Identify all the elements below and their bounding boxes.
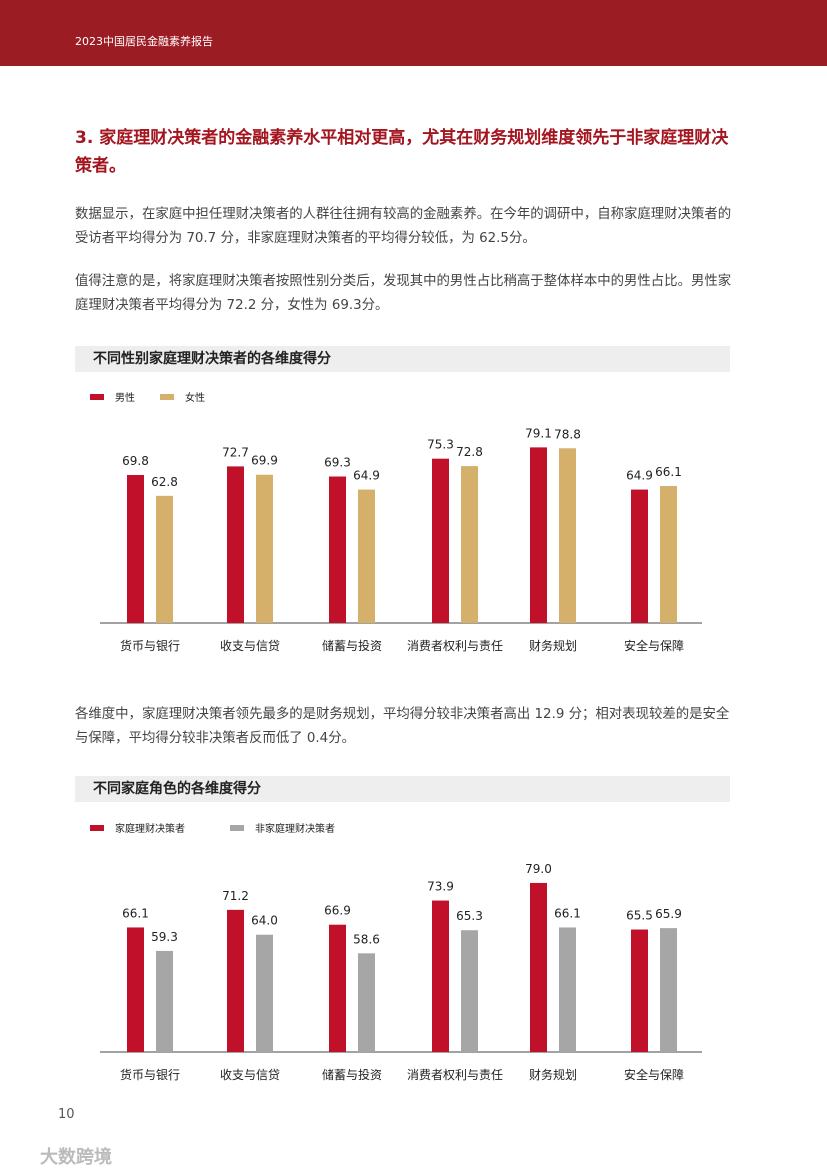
bar [631, 929, 648, 1052]
section-heading: 3. 家庭理财决策者的金融素养水平相对更高，尤其在财务规划维度领先于非家庭理财决… [75, 128, 729, 176]
watermark: 大数跨境 [40, 1147, 112, 1168]
bar [329, 476, 346, 623]
bar [329, 924, 346, 1052]
data-label: 69.3 [324, 456, 351, 470]
bar [660, 486, 677, 623]
chart-title: 不同性别家庭理财决策者的各维度得分 [75, 346, 730, 372]
x-tick-label: 安全与保障 [624, 638, 684, 653]
legend-label: 女性 [185, 391, 205, 404]
bar [530, 882, 547, 1052]
legend-swatch [160, 394, 174, 400]
x-tick-label: 财务规划 [529, 638, 577, 653]
x-tick-label: 财务规划 [529, 1067, 577, 1082]
legend-swatch [90, 394, 104, 400]
x-tick-label: 安全与保障 [624, 1067, 684, 1082]
bar [256, 474, 273, 623]
bar [631, 489, 648, 623]
header-band [0, 0, 827, 66]
bar [156, 495, 173, 623]
x-tick-label: 消费者权利与责任 [407, 1068, 503, 1082]
legend-label: 家庭理财决策者 [115, 822, 185, 835]
bar [559, 448, 576, 623]
legend-label: 非家庭理财决策者 [255, 822, 335, 835]
x-tick-label: 收支与信贷 [220, 1068, 280, 1082]
bar [432, 458, 449, 623]
bar [227, 909, 244, 1052]
chart-title: 不同家庭角色的各维度得分 [75, 776, 730, 802]
data-label: 69.9 [251, 454, 278, 468]
bar [530, 447, 547, 623]
bar [156, 950, 173, 1052]
bar [227, 466, 244, 623]
data-label: 78.8 [554, 427, 581, 441]
legend-label: 男性 [115, 391, 135, 404]
bar [660, 928, 677, 1052]
x-tick-label: 收支与信贷 [220, 639, 280, 653]
bar [461, 466, 478, 623]
data-label: 59.3 [151, 930, 178, 944]
bar [559, 927, 576, 1052]
x-tick-label: 储蓄与投资 [322, 638, 382, 653]
page-number: 10 [58, 1107, 75, 1122]
data-label: 66.1 [122, 906, 149, 920]
data-label: 64.9 [353, 469, 380, 483]
data-label: 79.1 [525, 426, 552, 440]
bar [461, 930, 478, 1052]
data-label: 75.3 [427, 438, 454, 452]
bar [127, 475, 144, 623]
data-label: 62.8 [151, 475, 178, 489]
data-label: 65.5 [626, 909, 653, 923]
data-label: 69.8 [122, 454, 149, 468]
data-label: 79.0 [525, 862, 552, 876]
data-label: 73.9 [427, 880, 454, 894]
bar [256, 934, 273, 1052]
x-tick-label: 货币与银行 [120, 1067, 180, 1082]
data-label: 66.1 [554, 906, 581, 920]
legend-swatch [90, 825, 104, 831]
legend-swatch [230, 825, 244, 831]
data-label: 66.1 [655, 465, 682, 479]
data-label: 72.7 [222, 445, 249, 459]
data-label: 72.8 [456, 445, 483, 459]
data-label: 64.0 [251, 914, 278, 928]
bar [358, 953, 375, 1052]
data-label: 65.3 [456, 909, 483, 923]
x-tick-label: 消费者权利与责任 [407, 639, 503, 653]
x-tick-label: 货币与银行 [120, 638, 180, 653]
paragraph: 值得注意的是，将家庭理财决策者按照性别分类后，发现其中的男性占比稍高于整体样本中… [75, 274, 732, 313]
data-label: 71.2 [222, 889, 249, 903]
data-label: 66.9 [324, 904, 351, 918]
header-title: 2023中国居民金融素养报告 [75, 35, 213, 48]
x-tick-label: 储蓄与投资 [322, 1067, 382, 1082]
data-label: 65.9 [655, 907, 682, 921]
paragraph: 各维度中，家庭理财决策者领先最多的是财务规划，平均得分较非决策者高出 12.9 … [75, 707, 730, 746]
data-label: 58.6 [353, 932, 380, 946]
bar [127, 927, 144, 1052]
paragraph: 数据显示，在家庭中担任理财决策者的人群往往拥有较高的金融素养。在今年的调研中，自… [75, 207, 732, 246]
bar [358, 489, 375, 623]
data-label: 64.9 [626, 469, 653, 483]
bar [432, 900, 449, 1052]
